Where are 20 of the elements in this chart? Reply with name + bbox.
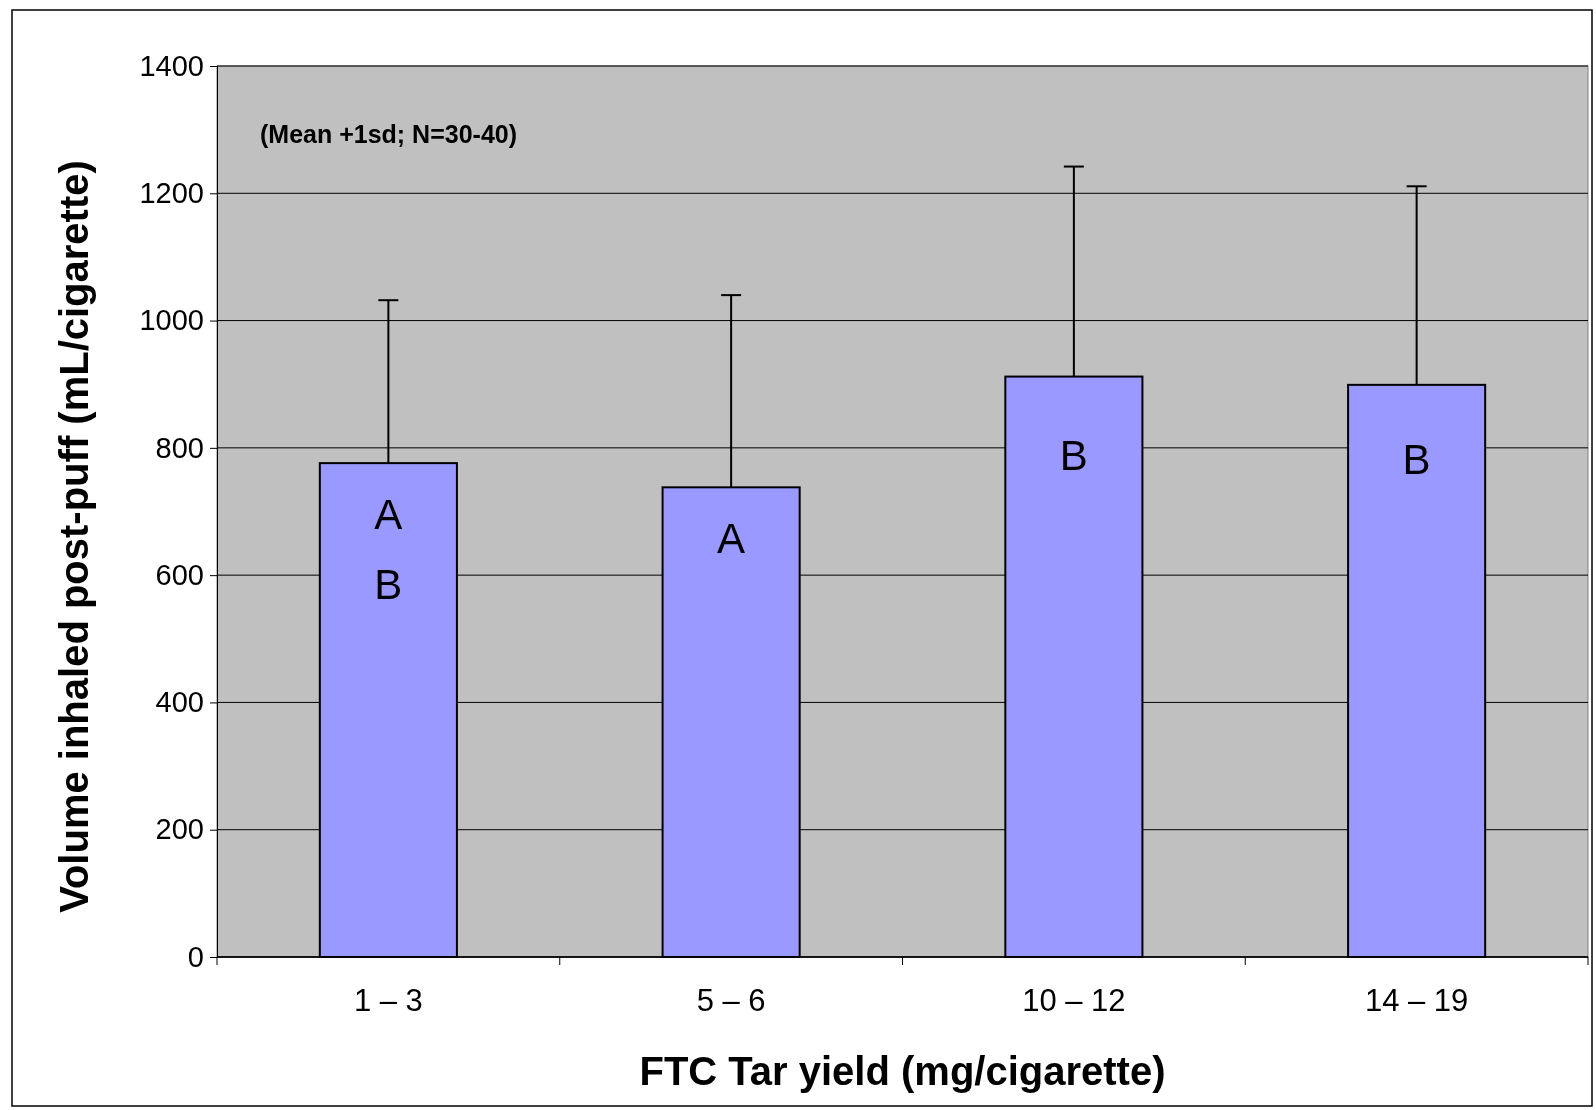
y-tick-label: 1200	[139, 177, 204, 210]
y-tick-label: 400	[155, 686, 204, 719]
annotation: A	[717, 515, 746, 563]
annotation: (Mean +1sd; N=30-40)	[260, 120, 518, 148]
annotation: B	[374, 561, 403, 609]
y-axis-title: Volume inhaled post-puff (mL/cigarette)	[52, 160, 96, 913]
y-tick-label: 0	[187, 940, 204, 973]
y-tick-label: 600	[155, 558, 204, 591]
y-tick-label: 800	[155, 431, 204, 464]
y-tick-label: 200	[155, 813, 204, 846]
x-tick-label: 14 – 19	[1364, 983, 1469, 1018]
x-tick-label: 1 – 3	[353, 983, 423, 1018]
annotation: B	[1059, 431, 1088, 479]
y-tick-label: 1400	[139, 49, 204, 82]
x-tick-label: 5 – 6	[696, 983, 766, 1018]
x-axis-title: FTC Tar yield (mg/cigarette)	[639, 1049, 1166, 1093]
annotation: B	[1402, 435, 1431, 483]
y-tick-label: 1000	[139, 304, 204, 337]
annotation: A	[374, 491, 403, 539]
x-tick-label: 10 – 12	[1022, 983, 1126, 1018]
